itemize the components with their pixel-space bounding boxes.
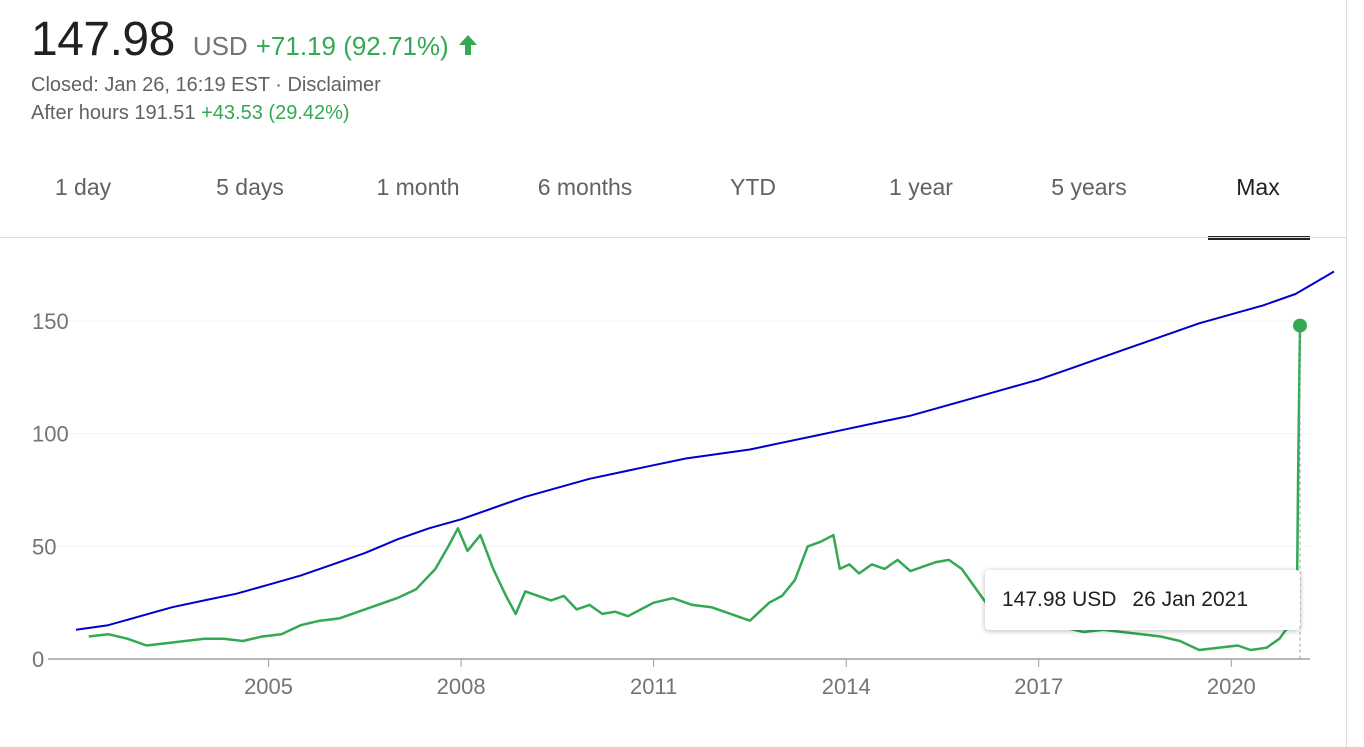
quote-header: 147.98 USD +71.19 (92.71%) Closed: Jan 2…: [31, 12, 479, 127]
y-tick-label: 0: [32, 647, 44, 672]
price-change: +71.19 (92.71%): [255, 31, 449, 61]
x-tick-label: 2014: [822, 674, 871, 699]
price-line: 147.98 USD +71.19 (92.71%): [31, 12, 479, 67]
tab-5-years[interactable]: 5 years: [1051, 174, 1127, 200]
active-tab-indicator: [1208, 236, 1310, 240]
x-tick-label: 2005: [244, 674, 293, 699]
tab-max[interactable]: Max: [1236, 174, 1280, 200]
x-axis-ticks: 2005 2008 2011 2014 2017 2020: [244, 659, 1256, 699]
benchmark-line: [75, 270, 1335, 631]
tab-1-day[interactable]: 1 day: [54, 174, 112, 200]
x-tick-label: 2017: [1014, 674, 1063, 699]
y-tick-label: 150: [32, 309, 69, 334]
tabs-divider: [0, 237, 1346, 238]
x-tick-label: 2008: [437, 674, 486, 699]
x-tick-label: 2011: [630, 674, 677, 699]
y-tick-label: 100: [32, 422, 69, 447]
panel-border: [1346, 0, 1347, 747]
tooltip-date: 26 Jan 2021: [1132, 588, 1249, 611]
range-tabs: 1 day 5 days 1 month 6 months YTD 1 year…: [0, 160, 1346, 240]
after-hours: After hours 191.51 +43.53 (29.42%): [31, 99, 479, 127]
closed-time: Closed: Jan 26, 16:19 EST: [31, 74, 270, 96]
tab-5-days[interactable]: 5 days: [216, 174, 284, 200]
arrow-up-icon: [458, 35, 477, 55]
price-chart[interactable]: 0 50 100 150 2005 2008 2011 2014 2017 2020: [0, 238, 1346, 747]
series-lines: [75, 270, 1335, 652]
disclaimer-link[interactable]: Disclaimer: [287, 74, 381, 96]
currency-label: USD: [192, 31, 248, 61]
x-tick-label: 2020: [1207, 674, 1256, 699]
y-tick-label: 50: [32, 534, 56, 559]
hover-tooltip: 147.98 USD 26 Jan 2021: [985, 570, 1300, 630]
tab-ytd[interactable]: YTD: [730, 174, 776, 200]
y-axis-ticks: 0 50 100 150: [32, 309, 69, 672]
tooltip-price: 147.98 USD: [1002, 588, 1117, 611]
hover-point: [1293, 318, 1307, 333]
separator-dot: ·: [269, 74, 288, 96]
hover-marker: [1293, 318, 1307, 659]
tab-6-months[interactable]: 6 months: [537, 174, 633, 200]
grid-lines: [48, 320, 1310, 660]
current-price: 147.98: [31, 13, 175, 66]
tab-1-year[interactable]: 1 year: [889, 174, 953, 200]
price-line: [88, 325, 1302, 652]
market-status: Closed: Jan 26, 16:19 EST · Disclaimer: [31, 71, 479, 99]
after-hours-change: +43.53 (29.42%): [201, 102, 350, 124]
after-hours-price: After hours 191.51: [31, 102, 196, 124]
tab-1-month[interactable]: 1 month: [376, 174, 460, 200]
